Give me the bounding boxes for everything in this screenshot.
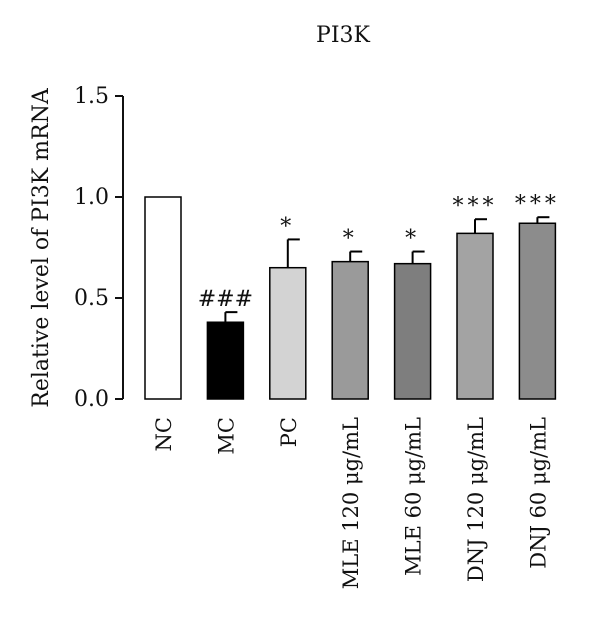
category-label: MLE 60 μg/mL (402, 417, 426, 576)
bar (144, 196, 182, 400)
y-axis-label: Relative level of PI3K mRNA (29, 87, 54, 408)
category-label: DNJ 60 μg/mL (526, 417, 550, 569)
bar (206, 321, 245, 400)
category-label: PC (277, 417, 301, 447)
bar (518, 222, 557, 400)
significance-label: * (343, 227, 358, 252)
chart-title: PI3K (316, 23, 370, 48)
y-tick-label: 0.5 (74, 286, 109, 311)
significance-label: ### (198, 287, 253, 312)
y-tick-label: 0.0 (74, 387, 109, 412)
category-label: MC (214, 417, 238, 455)
bar (393, 262, 432, 400)
category-labels: NC MC PC MLE 120 μg/mL MLE 60 μg/mL DNJ 120 μ… (152, 417, 550, 589)
bar (331, 260, 369, 400)
significance-label: *** (453, 194, 498, 219)
category-label: NC (152, 417, 176, 451)
bars: ###* * **** *** (144, 192, 560, 400)
y-tick-label: 1.0 (74, 185, 109, 210)
category-label: DNJ 120 μg/mL (464, 417, 488, 582)
bar (456, 232, 494, 400)
y-tick-label: 1.5 (74, 84, 109, 109)
significance-label: *** (515, 192, 560, 217)
significance-label: * (280, 214, 295, 239)
bar (269, 266, 307, 400)
axes: 0.0 0.5 1.0 1.5 (74, 84, 124, 412)
significance-label: * (405, 227, 420, 252)
category-label: MLE 120 μg/mL (339, 417, 363, 589)
